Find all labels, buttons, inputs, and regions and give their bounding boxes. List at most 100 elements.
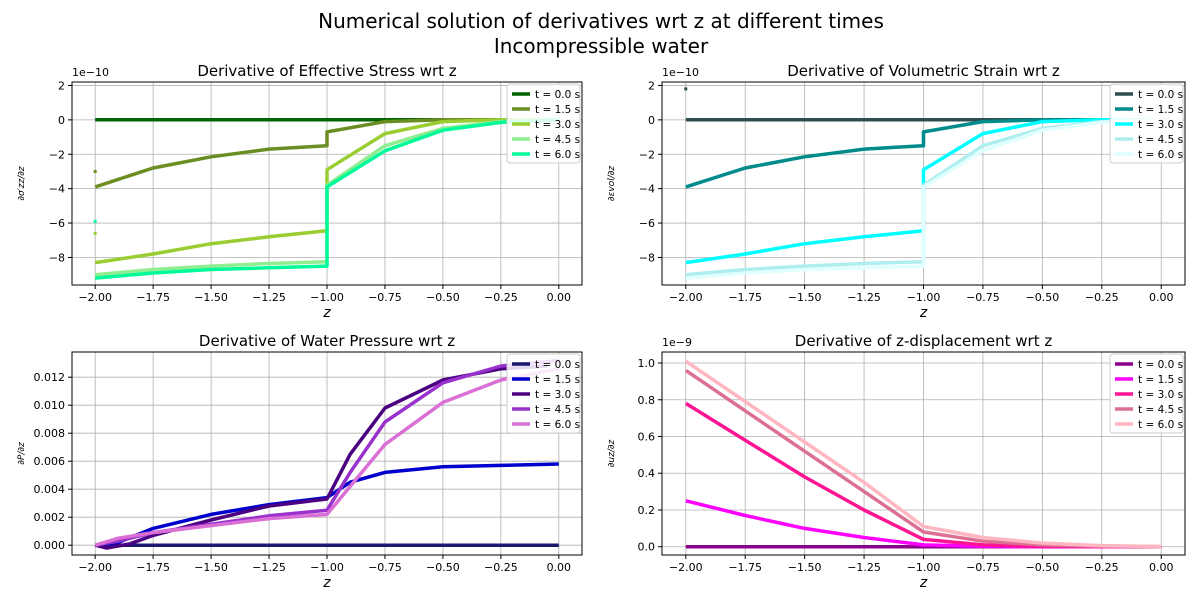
axis-offset-text: 1e−10 [662,66,699,79]
x-tick-label: −0.50 [1026,291,1060,304]
y-tick-label: −2 [49,148,65,161]
chart-title: Derivative of Volumetric Strain wrt z [787,62,1060,80]
legend-label: t = 0.0 s [1138,359,1183,371]
legend-label: t = 6.0 s [1138,419,1183,431]
y-tick-label: −4 [639,183,655,196]
legend-label: t = 4.5 s [1138,404,1183,416]
x-axis-label: z [322,575,331,591]
x-tick-label: −2.00 [669,561,703,574]
x-axis-label: z [919,305,928,321]
series-line-3 [684,401,1162,549]
x-tick-label: −1.75 [728,291,762,304]
legend-label: t = 0.0 s [535,359,580,371]
y-tick-label: −4 [49,183,65,196]
x-tick-label: −1.25 [847,291,881,304]
legend-box [506,353,581,434]
y-tick-label: 0.006 [34,455,66,468]
y-axis-label: ∂uz/∂z [607,439,617,467]
legend-label: t = 4.5 s [1138,134,1183,146]
x-tick-label: −1.75 [728,561,762,574]
x-tick-label: −0.25 [1085,291,1119,304]
legend-label: t = 1.5 s [535,374,580,386]
y-axis-label: ∂σ′zz/∂z [17,166,27,201]
legend-label: t = 6.0 s [535,149,580,161]
series-line-5 [684,359,1162,549]
legend-label: t = 3.0 s [1138,389,1183,401]
series-marker [93,219,97,223]
x-tick-label: −0.75 [368,291,402,304]
series-line-2 [94,118,559,189]
series-line-2 [685,118,1162,189]
y-tick-label: 0.000 [34,539,66,552]
axis-offset-text: 1e−10 [72,66,109,79]
legend-label: t = 1.5 s [1138,104,1183,116]
legend-label: t = 1.5 s [1138,374,1183,386]
chart-panel-4: −2.00 −1.75 −1.50 −1.25 −1.00 −0.75 −0.50 −0.25… [607,332,1186,591]
series-line-5 [95,118,559,280]
x-tick-label: −0.75 [966,561,1000,574]
legend-box [1109,83,1184,164]
x-tick-label: 0.00 [1149,291,1174,304]
x-tick-label: −1.00 [907,291,941,304]
series-marker [93,231,97,235]
x-axis-label: z [322,305,331,321]
x-tick-label: 0.00 [547,561,572,574]
x-tick-label: −1.00 [310,291,344,304]
y-tick-label: 0 [648,114,655,127]
x-tick-label: −1.75 [136,561,170,574]
x-tick-label: −0.50 [426,291,460,304]
x-tick-label: −2.00 [669,291,703,304]
x-tick-label: −0.50 [426,561,460,574]
legend-label: t = 3.0 s [535,119,580,131]
x-tick-label: −0.75 [966,291,1000,304]
chart-panel-3: −2.00 −1.75 −1.50 −1.25 −1.00 −0.75 −0.50 −0.25… [17,332,583,591]
series-line-5 [685,118,1162,280]
legend-label: t = 0.0 s [1138,89,1183,101]
y-tick-label: −2 [639,148,655,161]
y-tick-label: 2 [58,79,65,92]
x-tick-label: −0.25 [484,561,518,574]
x-tick-label: −1.25 [252,561,286,574]
chart-title: Derivative of z-displacement wrt z [795,332,1053,350]
x-tick-label: −2.00 [78,561,112,574]
y-tick-label: −6 [49,217,65,230]
y-tick-label: 0.6 [638,431,656,444]
series-marker [684,87,688,91]
x-tick-label: −1.75 [136,291,170,304]
series-marker [93,169,97,173]
chart-title: Derivative of Water Pressure wrt z [199,332,455,350]
x-tick-label: −1.25 [252,291,286,304]
y-tick-label: −8 [639,251,655,264]
x-tick-label: 0.00 [1149,561,1174,574]
legend-label: t = 6.0 s [535,419,580,431]
series-line-3 [94,364,548,550]
y-tick-label: 0.002 [34,511,66,524]
x-tick-label: −0.75 [368,561,402,574]
y-tick-label: 0.010 [34,399,66,412]
y-tick-label: 1.0 [638,357,656,370]
y-tick-label: 0.012 [34,371,66,384]
x-tick-label: −1.50 [788,291,822,304]
axis-offset-text: 1e−9 [662,336,692,349]
y-tick-label: 0.2 [638,504,656,517]
x-axis-label: z [919,575,928,591]
x-tick-label: −0.25 [1085,561,1119,574]
chart-panel-2: −2.00 −1.75 −1.50 −1.25 −1.00 −0.75 −0.50 −0.25… [607,62,1186,321]
legend-box [506,83,581,164]
y-tick-label: 0.4 [638,467,656,480]
x-tick-label: −2.00 [78,291,112,304]
legend-label: t = 4.5 s [535,134,580,146]
x-tick-label: −1.25 [847,561,881,574]
x-tick-label: −0.50 [1026,561,1060,574]
y-tick-label: 0 [58,114,65,127]
y-tick-label: 0.8 [638,394,656,407]
chart-title: Derivative of Effective Stress wrt z [197,62,456,80]
legend-box [1109,353,1184,434]
chart-panel-1: −2.00 −1.75 −1.50 −1.25 −1.00 −0.75 −0.50 −0.25… [17,62,583,321]
legend-label: t = 4.5 s [535,404,580,416]
figure-title-line2: Incompressible water [494,34,709,58]
y-axis-label: ∂εvol/∂z [607,166,617,202]
x-tick-label: 0.00 [547,291,572,304]
x-tick-label: −1.50 [788,561,822,574]
